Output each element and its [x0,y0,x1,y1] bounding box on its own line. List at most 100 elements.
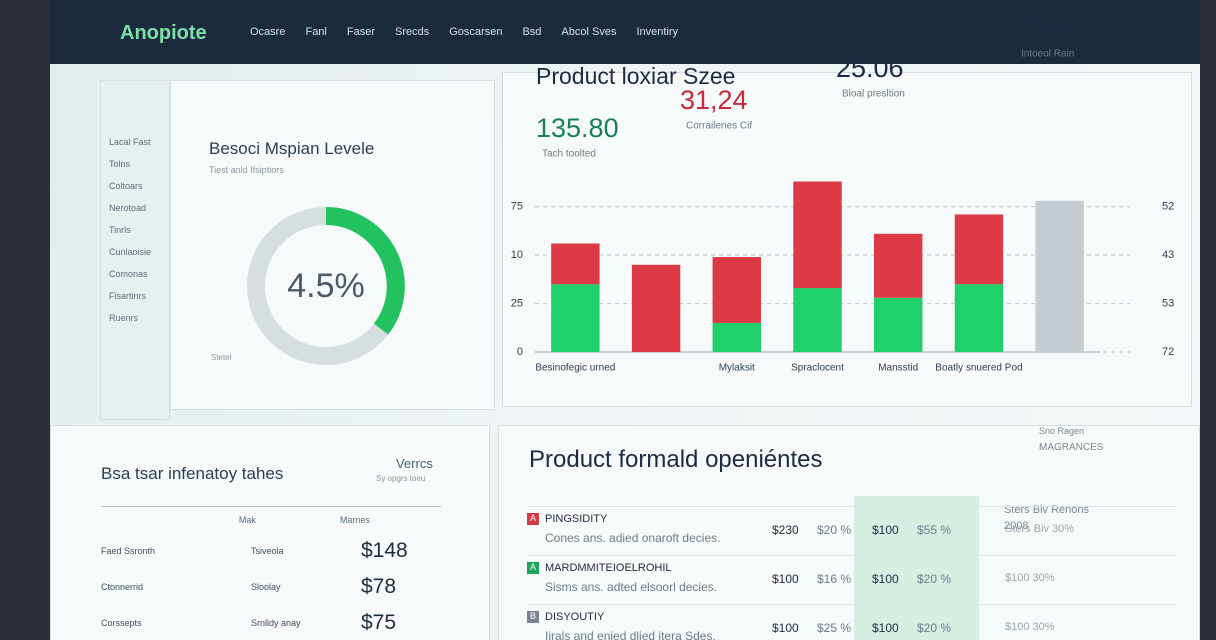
product-row: A PINGSIDITY Cones ans. adied onaroft deci… [527,506,1177,555]
nav-item: Fanl [305,26,327,38]
nav-item: Abcol Sves [561,26,617,38]
kpi-value: 25.06 [836,53,904,83]
gauge-subtitle: Tiest anld Ifsiptiors [209,165,284,175]
badge: B [527,611,539,623]
inventory-title: Bsa tsar infenatoy tahes [101,464,284,483]
product-cell: $25 % [817,621,852,635]
chart: Product loxiar Szee 135.80 Tach toolted 31… [511,13,1175,374]
kpi-label: Corrailenes Cif [686,121,752,132]
kpi-value: $584 [1015,13,1075,43]
gauge: 4.5% [247,207,405,365]
bar-segment [954,214,1004,285]
highlight-column [854,496,979,640]
nav-item: Srecds [395,26,430,38]
products-table: A PINGSIDITY Cones ans. adied onaroft deci… [527,506,1177,640]
bar-segment [874,297,923,352]
bar-segment [793,288,842,352]
right-label: 43 [1162,249,1174,261]
x-tick-label: Besinofegic urned [535,363,615,374]
nav-item: Inventiry [636,26,679,38]
x-tick-label: Spraclocent [791,363,844,374]
product-extra: $100 30% [1005,572,1055,584]
gauge-caption: Stetel [211,353,232,362]
sidebar-item: Coltoars [109,181,143,191]
y-tick-label: 75 [511,201,523,213]
product-name: MARDMMITEIOELROHIL [545,562,672,574]
x-tick-label: Mylaksit [719,363,755,374]
product-cell: $55 % [917,523,952,537]
header: Anopiote Ocasre Fanl Faser Srecds Goscarsen B… [50,0,1200,64]
sidebar-item: Comonas [109,269,148,279]
right-label: 72 [1162,346,1174,358]
sidebar-list: Lacal Fast Tolns Coltoars Nerotoad Tinrls Cun… [101,81,169,329]
product-desc: Sisms ans. adted elsoorl decies. [545,580,718,594]
sidebar-item: Nerotoad [109,203,147,213]
kpi-label: Intoeol Rain [1021,49,1074,60]
row-cell: Ctonnerrid [101,582,144,592]
bar-segment [551,243,600,285]
y-tick-label: 25 [511,297,523,309]
products-col-b: 2008 [1004,520,1029,532]
product-name: DISYOUTIY [545,611,605,623]
kpi-value: 31,24 [680,85,748,115]
bar-segment [874,233,923,298]
kpi-value: 135.80 [536,113,619,143]
table-header: Mak Marnes [101,506,441,533]
badge: A [527,562,539,574]
y-tick-label: 10 [511,249,523,261]
table-row: Corssepts Srnlldy anay $75 [101,605,441,640]
nav-item: Faser [346,26,375,38]
products-card: Product formald openiéntes Sno Ragen MAG… [498,425,1200,640]
bar-segment [954,284,1004,352]
product-name: PINGSIDITY [545,513,608,525]
bar-segment [631,264,681,352]
bar-segment [793,181,842,289]
inventory-card: Bsa tsar infenatoy tahes Verrcs Sy opgrs… [50,425,490,640]
bar-segment [712,322,761,352]
nav: Ocasre Fanl Faser Srecds Goscarsen Bsd Abcol S… [250,26,678,38]
right-label: 53 [1162,297,1174,309]
sidebar-item: Tolns [109,159,131,169]
product-desc: Iirals and enied dlied itera Sdes. [545,629,716,640]
product-desc: Cones ans. adied onaroft decies. [545,531,721,545]
kpi-label: Bloal presltion [842,89,905,100]
kpi-label: Tach toolted [542,149,596,160]
sidebar-item: Fisartinrs [109,291,147,301]
badge: A [527,513,539,525]
spacer [101,515,239,525]
product-cell: $100 [872,572,899,586]
table-row: Faed Ssronth Tsiveola $148 [101,533,441,569]
table-row: Ctonnerrid Sloolay $78 [101,569,441,605]
sidebar: Lacal Fast Tolns Coltoars Nerotoad Tinrls Cun… [100,80,170,420]
y-tick-label: 0 [517,346,523,358]
inventory-side-title: Verrcs [396,456,433,471]
nav-item: Bsd [522,26,542,38]
row-price: $148 [361,539,408,562]
product-cell: $100 [872,621,899,635]
gauge-card: Besoci Mspian Levele Tiest anld Ifsiptio… [170,80,495,410]
sidebar-item: Tinrls [109,225,131,235]
product-cell: $100 [772,572,799,586]
bar-segment [712,257,761,323]
products-title: Product formald openiéntes [529,446,823,473]
product-cell: $20 % [917,621,952,635]
product-cell: $100 [872,523,899,537]
products-col-a: Sters Biv Renons [1004,504,1089,516]
sidebar-item: Lacal Fast [109,137,151,147]
products-side-b: MAGRANCES [1039,442,1104,453]
row-cell: Faed Ssronth [101,546,156,556]
product-row: A MARDMMITEIOELROHIL Sisms ans. adted elso… [527,555,1177,604]
row-price: $75 [361,611,397,634]
inventory-side-sub: Sy opgrs toeu [376,474,426,483]
gauge-title: Besoci Mspian Levele [209,139,375,158]
row-cell: Srnlldy anay [251,618,301,628]
column-header: Mak [238,515,256,525]
column-header: Marnes [339,515,370,525]
row-cell: Sloolay [251,582,281,592]
product-cell: $16 % [817,572,852,586]
inventory-table: Mak Marnes Faed Ssronth Tsiveola $148 Ctonner… [101,506,441,640]
product-cell: $100 [772,621,799,635]
right-label: 52 [1162,201,1174,213]
sidebar-item: Cunlaoisie [109,247,152,257]
logo: Anopiote [120,22,207,44]
